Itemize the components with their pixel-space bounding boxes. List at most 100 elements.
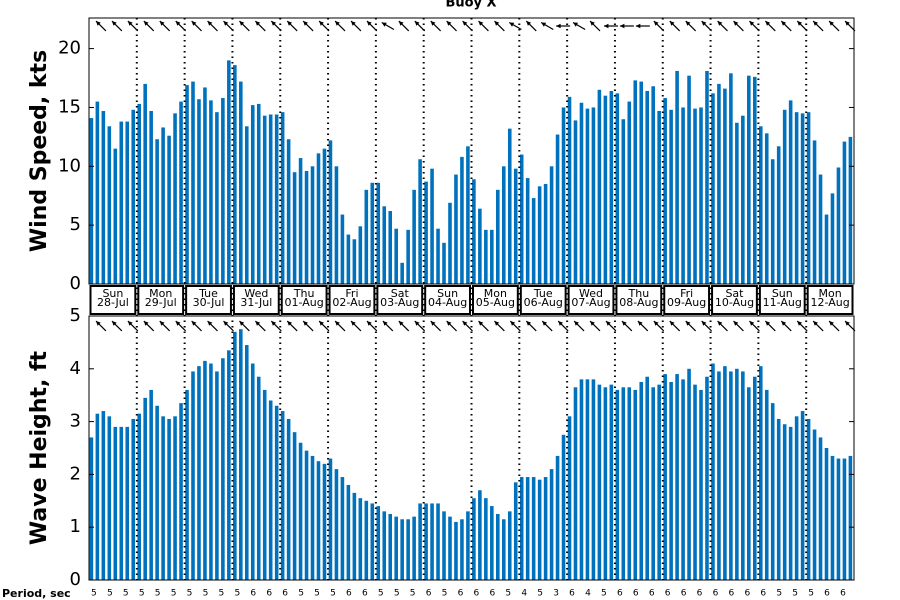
direction-arrow bbox=[828, 320, 840, 332]
day-name: Sun bbox=[772, 287, 793, 300]
bar bbox=[531, 198, 536, 284]
direction-arrow bbox=[270, 320, 282, 332]
period-value: 6 bbox=[697, 589, 703, 599]
bar bbox=[830, 193, 835, 284]
bar bbox=[454, 521, 458, 580]
bar bbox=[758, 126, 763, 284]
chart-title: Buoy X bbox=[445, 0, 496, 11]
bar bbox=[418, 159, 422, 284]
bar bbox=[794, 112, 799, 284]
arrow-head bbox=[381, 22, 387, 27]
period-value: 6 bbox=[282, 589, 288, 599]
direction-arrow bbox=[749, 320, 760, 332]
y-tick-label: 20 bbox=[58, 38, 81, 59]
arrow-head bbox=[207, 321, 213, 326]
arrow-head bbox=[494, 21, 500, 26]
bar bbox=[788, 426, 793, 580]
bar bbox=[651, 86, 655, 284]
bar bbox=[669, 109, 673, 284]
arrow-head bbox=[637, 321, 643, 326]
bar bbox=[262, 389, 267, 580]
direction-arrow bbox=[589, 20, 601, 32]
bar bbox=[227, 350, 231, 580]
direction-arrow bbox=[381, 21, 395, 31]
day-date: 05-Aug bbox=[476, 296, 515, 309]
bar bbox=[155, 405, 159, 580]
bar bbox=[729, 371, 733, 580]
bar bbox=[388, 514, 393, 580]
bar bbox=[298, 158, 303, 284]
day-name: Wed bbox=[244, 287, 268, 300]
bar bbox=[125, 121, 130, 284]
bar bbox=[842, 141, 847, 284]
day-name: Tue bbox=[198, 287, 218, 300]
bar bbox=[203, 87, 207, 284]
bar bbox=[513, 168, 518, 284]
bar bbox=[119, 426, 124, 580]
day-date: 09-Aug bbox=[667, 296, 706, 309]
bar bbox=[573, 387, 578, 580]
bar bbox=[830, 455, 835, 580]
bar bbox=[358, 226, 363, 284]
bar bbox=[185, 85, 189, 284]
direction-arrow bbox=[478, 20, 489, 32]
bar bbox=[149, 110, 153, 284]
arrow-head bbox=[526, 21, 532, 26]
bar bbox=[250, 363, 255, 580]
arrow-head bbox=[159, 321, 165, 326]
direction-arrow bbox=[111, 320, 123, 332]
bar bbox=[555, 134, 560, 284]
period-value: 5 bbox=[203, 589, 209, 599]
arrow-head bbox=[765, 321, 771, 326]
y-tick-label: 15 bbox=[58, 96, 81, 117]
bar bbox=[848, 455, 853, 580]
arrow-head bbox=[701, 321, 707, 326]
bar bbox=[693, 384, 697, 580]
direction-arrow bbox=[382, 320, 394, 332]
arrow-head bbox=[96, 21, 101, 26]
bar bbox=[800, 113, 805, 285]
arrow-head bbox=[797, 321, 803, 326]
bar bbox=[430, 168, 434, 284]
bar bbox=[490, 229, 494, 284]
direction-arrow bbox=[127, 320, 139, 332]
day-name: Thu bbox=[293, 287, 315, 300]
y-tick-label: 2 bbox=[70, 463, 81, 484]
direction-arrow bbox=[350, 20, 362, 32]
arrow-head bbox=[574, 321, 579, 326]
bar bbox=[513, 482, 518, 580]
period-value: 6 bbox=[713, 589, 719, 599]
direction-arrow bbox=[239, 20, 250, 32]
bar bbox=[370, 503, 375, 580]
arrow-head bbox=[829, 21, 834, 26]
direction-arrow bbox=[589, 320, 601, 332]
bar bbox=[543, 183, 548, 284]
bar bbox=[394, 516, 398, 580]
bar bbox=[328, 458, 333, 580]
bar bbox=[549, 469, 554, 580]
bar bbox=[681, 379, 685, 580]
arrow-head bbox=[462, 21, 468, 26]
bar bbox=[591, 379, 596, 580]
y-axis-label: Wind Speed, kts bbox=[27, 50, 52, 252]
bar bbox=[484, 498, 488, 580]
bar bbox=[842, 458, 847, 580]
day-box bbox=[232, 285, 280, 315]
bar bbox=[501, 519, 506, 580]
direction-arrow bbox=[733, 320, 744, 332]
day-name: Sun bbox=[102, 287, 123, 300]
bar bbox=[764, 133, 769, 284]
direction-arrow bbox=[254, 20, 266, 32]
bar bbox=[197, 99, 201, 284]
direction-arrow bbox=[191, 320, 202, 332]
arrow-head bbox=[96, 321, 101, 326]
bar bbox=[543, 477, 548, 580]
bar bbox=[836, 458, 841, 580]
period-value: 6 bbox=[266, 589, 272, 599]
bar bbox=[800, 411, 805, 580]
bar bbox=[101, 411, 106, 580]
bar bbox=[388, 211, 393, 284]
direction-arrow bbox=[143, 320, 155, 332]
direction-arrow bbox=[414, 320, 426, 332]
arrow-head bbox=[669, 21, 675, 26]
